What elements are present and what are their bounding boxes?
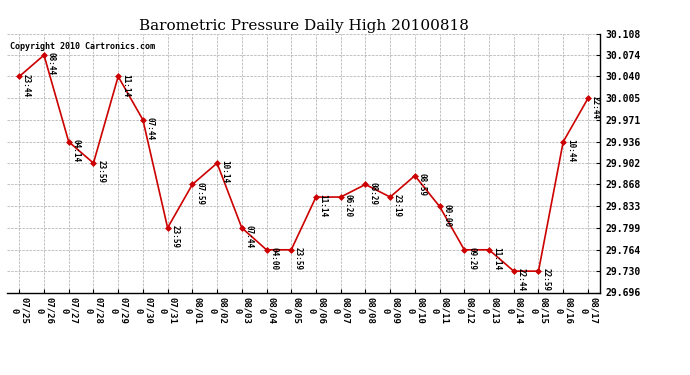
Text: 23:59: 23:59 xyxy=(96,160,105,183)
Text: 07:44: 07:44 xyxy=(146,117,155,140)
Text: 08:29: 08:29 xyxy=(368,182,377,205)
Text: 06:20: 06:20 xyxy=(344,194,353,217)
Text: 09:29: 09:29 xyxy=(467,247,476,270)
Text: 07:44: 07:44 xyxy=(244,225,253,248)
Text: 10:44: 10:44 xyxy=(566,139,575,162)
Text: 11:14: 11:14 xyxy=(121,74,130,97)
Text: 04:14: 04:14 xyxy=(72,139,81,162)
Text: 23:19: 23:19 xyxy=(393,194,402,217)
Text: 22:44: 22:44 xyxy=(517,268,526,291)
Text: 08:44: 08:44 xyxy=(47,53,56,75)
Text: Copyright 2010 Cartronics.com: Copyright 2010 Cartronics.com xyxy=(10,42,155,51)
Text: 23:44: 23:44 xyxy=(22,74,31,97)
Text: 08:59: 08:59 xyxy=(417,173,426,196)
Text: 04:00: 04:00 xyxy=(269,247,278,270)
Text: 10:14: 10:14 xyxy=(220,160,229,183)
Text: 22:44: 22:44 xyxy=(591,96,600,119)
Text: 11:14: 11:14 xyxy=(319,194,328,217)
Text: 22:59: 22:59 xyxy=(541,268,550,291)
Title: Barometric Pressure Daily High 20100818: Barometric Pressure Daily High 20100818 xyxy=(139,19,469,33)
Text: 00:00: 00:00 xyxy=(442,204,451,227)
Text: 23:59: 23:59 xyxy=(294,247,303,270)
Text: 11:14: 11:14 xyxy=(492,247,501,270)
Text: 23:59: 23:59 xyxy=(170,225,179,248)
Text: 07:59: 07:59 xyxy=(195,182,204,205)
